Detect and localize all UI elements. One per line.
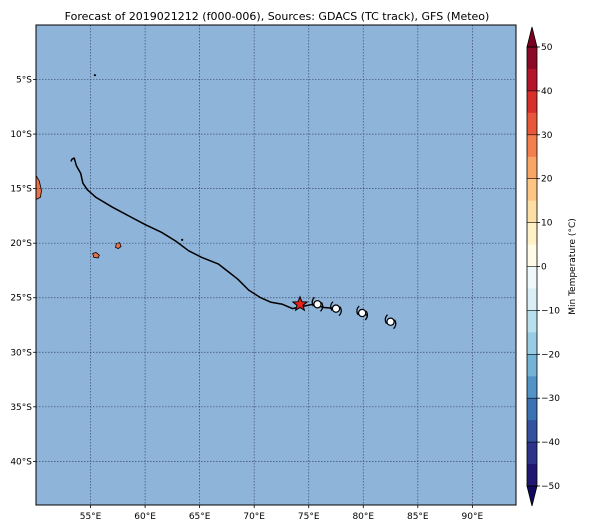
y-tick-label: 20°S <box>10 239 32 249</box>
colorbar-band <box>527 332 537 355</box>
lat-lon-grid <box>36 25 516 505</box>
colorbar-extend-min <box>526 485 538 507</box>
map-frame <box>35 24 517 506</box>
colorbar-tick-label: −10 <box>541 306 560 316</box>
colorbar-band <box>527 376 537 399</box>
colorbar-label: Min Temperature (°C) <box>568 218 578 315</box>
y-tick-label: 30°S <box>10 348 32 358</box>
track-segment <box>70 157 338 310</box>
small-island-0 <box>93 74 97 77</box>
x-tick-label: 90°E <box>462 512 484 522</box>
colorbar-tick-label: −30 <box>541 394 560 404</box>
cyclone-arm <box>364 310 369 321</box>
y-tick-label: 15°S <box>10 185 32 195</box>
cyclone-center <box>313 300 322 309</box>
cyclone-arm <box>311 296 315 307</box>
colorbar-band <box>527 354 537 377</box>
y-tick-label: 40°S <box>10 457 32 467</box>
cyclone-center <box>357 308 367 318</box>
ocean-background <box>36 25 516 505</box>
colorbar-band <box>527 156 537 180</box>
colorbar <box>526 26 538 507</box>
x-tick-label: 75°E <box>298 512 320 522</box>
colorbar-tick-label: −20 <box>541 350 560 360</box>
colorbar-band <box>527 420 537 443</box>
land-group <box>35 74 184 259</box>
island-mauritius <box>115 242 122 250</box>
cyclone-symbol <box>311 296 324 312</box>
x-tick-label: 65°E <box>189 512 211 522</box>
colorbar-tick-label: −50 <box>541 482 560 492</box>
colorbar-band <box>527 178 537 202</box>
colorbar-band <box>527 244 537 267</box>
colorbar-band <box>527 464 537 487</box>
colorbar-tick-label: 40 <box>541 87 553 97</box>
y-tick-label: 10°S <box>10 130 32 140</box>
cyclone-symbol <box>330 301 342 317</box>
colorbar-band <box>527 68 537 92</box>
island-reunion <box>92 252 100 259</box>
y-tick-label: 25°S <box>10 294 32 304</box>
cyclone-arm <box>356 305 360 316</box>
y-axis-ticks: 5°S 10°S 15°S 20°S 25°S 30°S 35°S 40°S <box>10 76 36 467</box>
cyclone-center <box>386 317 395 326</box>
colorbar-band <box>527 47 537 70</box>
colorbar-band <box>527 112 537 136</box>
colorbar-tick-label: −40 <box>541 438 560 448</box>
cyclone-symbol <box>384 314 397 330</box>
colorbar-tick-label: 0 <box>541 263 547 273</box>
cyclone-arm <box>384 314 388 325</box>
y-tick-label: 35°S <box>10 403 32 413</box>
x-axis-ticks: 55°E 60°E 65°E 70°E 75°E 80°E 85°E 90°E <box>80 505 484 522</box>
cyclone-symbol <box>356 305 369 321</box>
x-tick-label: 60°E <box>134 512 156 522</box>
x-tick-label: 85°E <box>407 512 429 522</box>
colorbar-band <box>527 442 537 465</box>
colorbar-tick-label: 10 <box>541 219 553 229</box>
colorbar-ticks: 50 40 30 20 10 0 −10 −20 −30 −40 −50 <box>527 43 560 492</box>
colorbar-band <box>527 90 537 114</box>
colorbar-band <box>527 288 537 311</box>
colorbar-band <box>527 222 537 245</box>
colorbar-extend-max <box>526 26 538 48</box>
small-island-1 <box>181 238 184 242</box>
current-position-star <box>291 295 309 312</box>
x-tick-label: 55°E <box>80 512 102 522</box>
cyclone-arm <box>393 319 397 330</box>
colorbar-band <box>527 310 537 333</box>
x-tick-label: 70°E <box>243 512 265 522</box>
colorbar-tick-label: 50 <box>541 43 553 53</box>
y-tick-label: 5°S <box>16 76 32 86</box>
x-tick-label: 80°E <box>352 512 374 522</box>
chart-title: Forecast of 2019021212 (f000-006), Sourc… <box>65 10 490 23</box>
colorbar-tick-label: 20 <box>541 175 553 185</box>
colorbar-tick-label: 30 <box>541 131 553 141</box>
cyclone-center <box>331 304 341 313</box>
cyclone-arm <box>338 306 342 317</box>
forecast-symbols <box>291 295 397 330</box>
colorbar-band <box>527 134 537 158</box>
cyclone-arm <box>330 301 334 311</box>
colorbar-band <box>527 266 537 289</box>
map-area <box>35 24 517 506</box>
colorbar-band <box>527 398 537 421</box>
colorbar-band <box>527 200 537 223</box>
cyclone-arm <box>320 301 324 312</box>
